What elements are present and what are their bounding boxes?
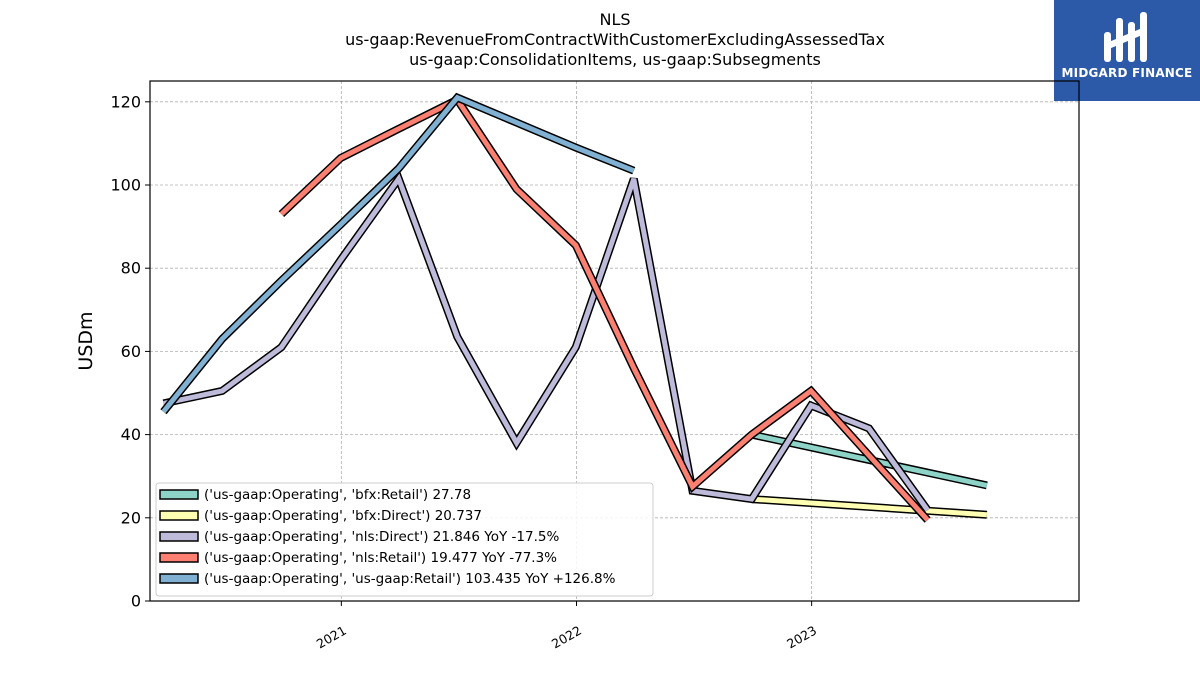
legend-swatch	[159, 552, 199, 563]
legend-label: ('us-gaap:Operating', 'us-gaap:Retail') …	[204, 571, 616, 587]
brand-logo: MIDGARD FINANCE	[1054, 0, 1200, 101]
chart-title-ticker: NLS	[599, 10, 631, 29]
logo-text: MIDGARD FINANCE	[1061, 66, 1193, 80]
legend-swatch	[159, 573, 199, 584]
y-axis-label: USDm	[75, 311, 97, 370]
legend-swatch	[159, 489, 199, 500]
x-tick-label: 2022	[549, 623, 584, 652]
x-tick-label: 2021	[314, 623, 349, 652]
series-stroke	[161, 94, 635, 414]
series-line-5	[160, 92, 636, 415]
axes: 0 20 40 60 80 100 120 2021 2022 2023	[110, 92, 819, 651]
legend-swatch	[159, 531, 199, 542]
y-tick-label: 80	[121, 259, 141, 278]
series-line-3	[162, 170, 931, 513]
y-tick-label: 60	[121, 342, 141, 361]
series-stroke	[162, 173, 930, 512]
series-stroke	[751, 496, 988, 518]
legend-label: ('us-gaap:Operating', 'nls:Retail') 19.4…	[204, 550, 557, 566]
legend-box	[155, 482, 654, 597]
logo-mark-icon	[1104, 12, 1147, 62]
y-tick-label: 40	[121, 425, 141, 444]
chart-title-axes: us-gaap:ConsolidationItems, us-gaap:Subs…	[409, 50, 821, 69]
y-tick-label: 100	[110, 176, 141, 195]
y-tick-label: 0	[131, 592, 141, 611]
series-stroke	[279, 96, 930, 522]
legend: ('us-gaap:Operating', 'bfx:Retail') 27.7…	[155, 482, 654, 597]
plot-area	[149, 80, 1080, 602]
legend-label: ('us-gaap:Operating', 'bfx:Retail') 27.7…	[204, 487, 471, 503]
y-tick-label: 20	[121, 508, 141, 527]
series-layer	[160, 92, 988, 523]
series-outline	[162, 170, 931, 513]
chart-title-concept: us-gaap:RevenueFromContractWithCustomerE…	[345, 30, 885, 49]
legend-label: ('us-gaap:Operating', 'nls:Direct') 21.8…	[204, 529, 559, 545]
chart-title: NLS us-gaap:RevenueFromContractWithCusto…	[0, 10, 1200, 70]
series-line-4	[278, 94, 931, 523]
x-tick-label: 2023	[784, 623, 819, 652]
y-tick-label: 120	[110, 92, 141, 111]
legend-label: ('us-gaap:Operating', 'bfx:Direct') 20.7…	[204, 508, 482, 524]
series-line-2	[751, 495, 988, 519]
legend-swatch	[159, 510, 199, 521]
